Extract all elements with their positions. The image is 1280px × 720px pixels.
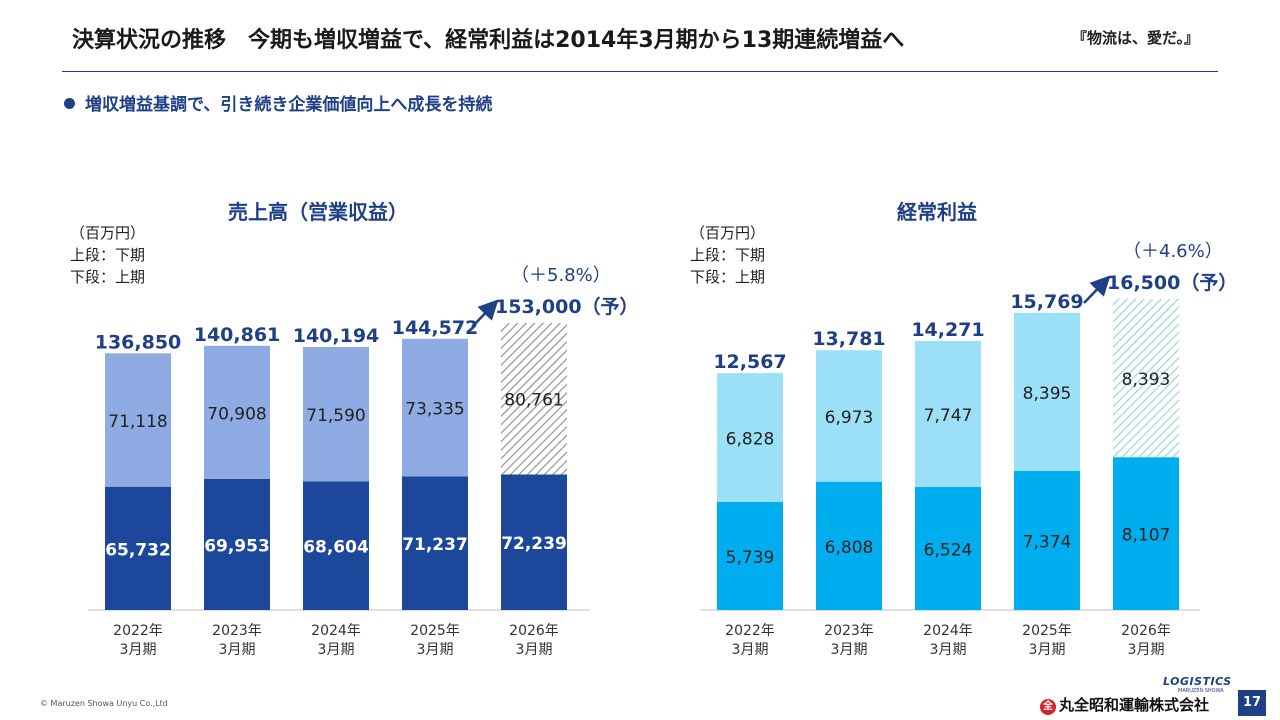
sales-bar-upper bbox=[402, 338, 468, 477]
profit-lower-label: 6,808 bbox=[825, 538, 874, 558]
sales-tick-label: 3月期 bbox=[120, 642, 157, 658]
sales-growth-arrow bbox=[471, 299, 499, 328]
page-title: 決算状況の推移 今期も増収増益で、経常利益は2014年3月期から13期連続増益へ bbox=[72, 28, 905, 53]
profit-bar-lower bbox=[1014, 471, 1080, 610]
sales-upper-label: 73,335 bbox=[405, 400, 464, 420]
profit-total-label: 12,567 bbox=[713, 351, 786, 373]
profit-upper-label: 6,973 bbox=[825, 408, 874, 428]
bullet-text: 増収増益基調で、引き続き企業価値向上へ成長を持続 bbox=[85, 95, 493, 115]
profit-bar-upper bbox=[717, 373, 783, 502]
profit-tick-label: 3月期 bbox=[732, 642, 769, 658]
sales-tick-label: 3月期 bbox=[417, 642, 454, 658]
profit-tick-label: 3月期 bbox=[1029, 642, 1066, 658]
sales-tick-label: 3月期 bbox=[219, 642, 256, 658]
profit-growth-label: （＋4.6%） bbox=[1123, 241, 1223, 262]
sales-total-label: 140,194 bbox=[293, 325, 380, 347]
sales-upper-label: 71,590 bbox=[306, 406, 365, 426]
unit-line: 上段：下期 bbox=[690, 246, 766, 264]
profit-tick-label: 3月期 bbox=[930, 642, 967, 658]
sales-upper-label: 70,908 bbox=[207, 404, 266, 424]
profit-bar-lower bbox=[915, 487, 981, 610]
company-name-text: 丸全昭和運輸株式会社 bbox=[1059, 696, 1210, 714]
sales-upper-label: 71,118 bbox=[108, 412, 167, 432]
sales-lower-label: 71,237 bbox=[402, 535, 468, 555]
profit-lower-label: 5,739 bbox=[726, 548, 775, 568]
profit-bar-upper-forecast bbox=[1113, 299, 1179, 458]
sales-bar-lower bbox=[303, 481, 369, 610]
profit-tick-label: 3月期 bbox=[831, 642, 868, 658]
sales-lower-label: 72,239 bbox=[501, 534, 567, 554]
profit-upper-label: 7,747 bbox=[924, 406, 973, 426]
page-number: 17 bbox=[1238, 690, 1266, 716]
sales-tick-label: 3月期 bbox=[318, 642, 355, 658]
sales-total-label-forecast: 153,000（予） bbox=[495, 295, 639, 318]
profit-bar-upper bbox=[816, 350, 882, 482]
profit-bar-upper bbox=[1014, 312, 1080, 472]
sales-total-label: 136,850 bbox=[95, 331, 182, 353]
profit-bar-lower bbox=[717, 501, 783, 610]
company-mark-icon: 全 bbox=[1040, 699, 1056, 715]
sales-tick-label: 3月期 bbox=[516, 642, 553, 658]
profit-lower-label: 7,374 bbox=[1023, 533, 1072, 553]
profit-lower-label: 8,107 bbox=[1122, 526, 1171, 546]
bullet-point: 増収増益基調で、引き続き企業価値向上へ成長を持続 bbox=[64, 90, 492, 115]
unit-line: 下段：上期 bbox=[70, 268, 146, 286]
sales-growth-label: （＋5.8%） bbox=[511, 265, 611, 286]
bullet-dot-icon bbox=[64, 98, 75, 109]
sales-upper-label: 80,761 bbox=[504, 391, 563, 411]
sales-lower-label: 69,953 bbox=[204, 536, 270, 556]
sales-bar-upper bbox=[204, 345, 270, 479]
sales-bar-upper bbox=[303, 347, 369, 482]
sales-tick-label: 2024年 bbox=[311, 623, 361, 639]
sales-total-label: 144,572 bbox=[392, 317, 479, 339]
profit-total-label: 15,769 bbox=[1010, 291, 1083, 313]
profit-total-label: 13,781 bbox=[812, 328, 885, 350]
sales-bar-lower bbox=[105, 486, 171, 610]
sales-bar-upper-forecast bbox=[501, 323, 567, 475]
company-name: 全丸全昭和運輸株式会社 bbox=[1040, 694, 1209, 715]
sales-bar-lower bbox=[402, 476, 468, 610]
unit-line: 下段：上期 bbox=[690, 268, 766, 286]
unit-line: （百万円） bbox=[690, 224, 766, 242]
slogan: 『物流は、愛だ。』 bbox=[1072, 29, 1200, 47]
unit-line: （百万円） bbox=[70, 224, 146, 242]
sales-tick-label: 2025年 bbox=[410, 623, 460, 639]
logistics-logo-sub: MARUZEN SHOWA bbox=[1178, 688, 1224, 694]
header-divider bbox=[62, 71, 1218, 72]
profit-upper-label: 8,395 bbox=[1023, 384, 1072, 404]
profit-upper-label: 6,828 bbox=[726, 429, 775, 449]
profit-tick-label: 3月期 bbox=[1128, 642, 1165, 658]
sales-bar-upper bbox=[105, 353, 171, 487]
profit-bar-upper bbox=[915, 341, 981, 488]
profit-tick-label: 2026年 bbox=[1121, 623, 1171, 639]
sales-tick-label: 2022年 bbox=[113, 623, 163, 639]
profit-chart-title: 経常利益 bbox=[897, 200, 977, 224]
sales-bar-lower bbox=[204, 478, 270, 610]
profit-total-label-forecast: 16,500（予） bbox=[1107, 271, 1237, 294]
sales-chart-title: 売上高（営業収益） bbox=[228, 200, 408, 224]
sales-total-label: 140,861 bbox=[194, 324, 281, 346]
profit-tick-label: 2024年 bbox=[923, 623, 973, 639]
copyright: © Maruzen Showa Unyu Co.,Ltd bbox=[40, 699, 168, 708]
sales-unit-legend: （百万円） 上段：下期 下段：上期 bbox=[70, 222, 145, 288]
profit-bar-lower bbox=[1113, 457, 1179, 610]
profit-growth-arrow bbox=[1083, 275, 1111, 304]
unit-line: 上段：下期 bbox=[70, 246, 146, 264]
sales-tick-label: 2026年 bbox=[509, 623, 559, 639]
profit-tick-label: 2025年 bbox=[1022, 623, 1072, 639]
profit-unit-legend: （百万円） 上段：下期 下段：上期 bbox=[690, 222, 765, 288]
sales-bar-lower bbox=[501, 474, 567, 610]
profit-total-label: 14,271 bbox=[911, 319, 984, 341]
profit-upper-label: 8,393 bbox=[1122, 370, 1171, 390]
profit-lower-label: 6,524 bbox=[924, 541, 973, 561]
profit-bar-lower bbox=[816, 481, 882, 610]
sales-lower-label: 65,732 bbox=[105, 540, 171, 560]
profit-tick-label: 2023年 bbox=[824, 623, 874, 639]
logistics-logo: LOGISTICS bbox=[1163, 675, 1232, 688]
profit-tick-label: 2022年 bbox=[725, 623, 775, 639]
sales-lower-label: 68,604 bbox=[303, 538, 369, 558]
sales-tick-label: 2023年 bbox=[212, 623, 262, 639]
